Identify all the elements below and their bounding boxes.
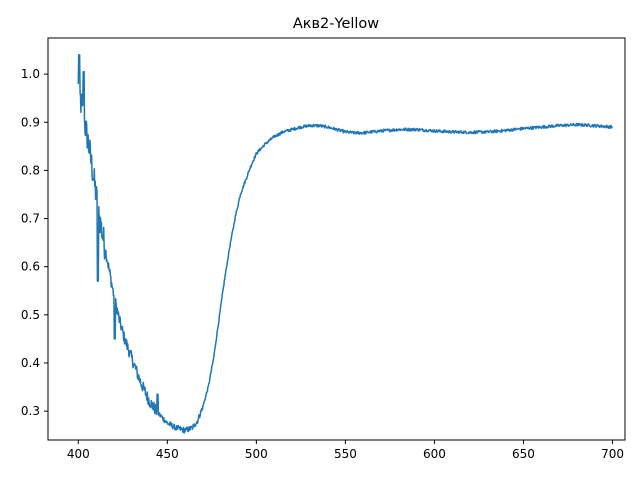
x-axis: 400 450 500 550 600 650 700 (67, 440, 624, 461)
x-tick-label: 600 (423, 447, 446, 461)
y-tick-label: 0.6 (21, 260, 40, 274)
plot-area (77, 54, 614, 434)
x-tick-label: 450 (156, 447, 179, 461)
chart-title: Акв2-Yellow (293, 16, 379, 32)
y-tick-label: 0.5 (21, 308, 40, 322)
y-tick-label: 1.0 (21, 67, 40, 81)
x-tick-label: 400 (67, 447, 90, 461)
y-tick-label: 0.7 (21, 212, 40, 226)
axes-frame (47, 37, 626, 441)
y-tick-label: 0.3 (21, 404, 40, 418)
x-tick-label: 550 (334, 447, 357, 461)
y-tick-label: 0.9 (21, 115, 40, 129)
x-tick-label: 500 (245, 447, 268, 461)
y-tick-label: 0.4 (21, 356, 40, 370)
y-axis: 0.3 0.4 0.5 0.6 0.7 0.8 0.9 1.0 (21, 67, 48, 418)
y-tick-label: 0.8 (21, 163, 40, 177)
x-tick-label: 700 (601, 447, 624, 461)
spectrum-line (77, 54, 614, 434)
x-tick-label: 650 (512, 447, 535, 461)
